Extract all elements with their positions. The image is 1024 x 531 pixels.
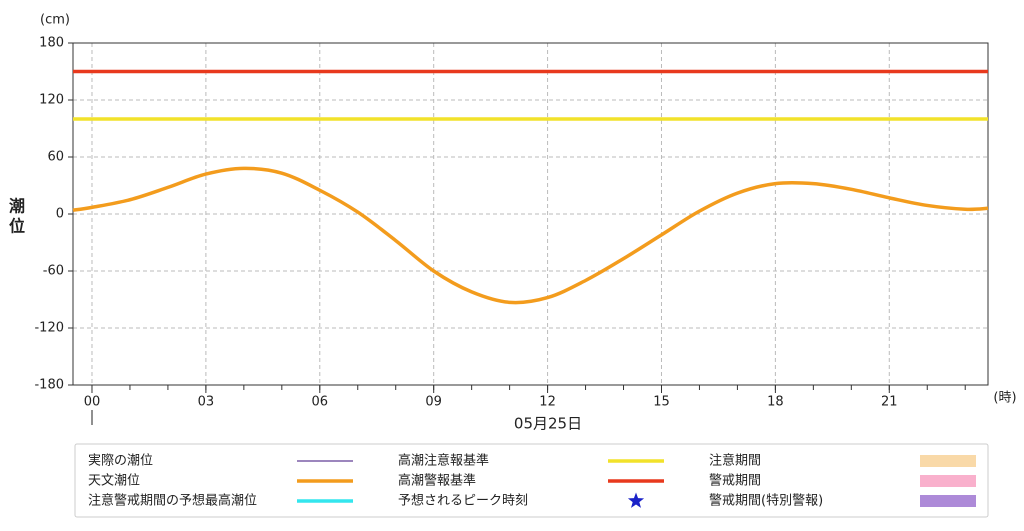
y-label-char: 位 (9, 217, 25, 236)
legend-label: 高潮注意報基準 (398, 453, 489, 469)
tide-line (72, 166, 989, 305)
y-label-char: 潮 (9, 197, 25, 216)
legend-box (74, 443, 989, 518)
legend-label: 予想されるピーク時刻 (398, 493, 528, 509)
legend-swatch (920, 495, 976, 507)
legend-swatch (920, 455, 976, 467)
legend-label: 天文潮位 (88, 474, 140, 489)
legend-label: 注意警戒期間の予想最高潮位 (88, 493, 257, 509)
legend-label: 高潮警報基準 (398, 473, 476, 489)
x-unit: (時) (993, 391, 1016, 406)
legend-label: 注意期間 (709, 453, 761, 469)
x-tick-label: 03 (198, 395, 215, 410)
legend-swatch (920, 475, 976, 487)
y-tick-label: -180 (34, 378, 64, 393)
legend-label: 警戒期間(特別警報) (709, 493, 823, 509)
x-tick-label: 00 (84, 395, 101, 410)
plot-frame (72, 42, 989, 386)
x-tick-label: 21 (881, 395, 898, 410)
x-tick-label: 09 (425, 395, 442, 410)
date-label: 05月25日 (514, 415, 582, 433)
y-label: 潮位 (9, 197, 25, 236)
x-tick-label: 15 (653, 395, 670, 410)
y-tick-label: 120 (39, 93, 64, 108)
x-tick-label: 06 (312, 395, 329, 410)
y-tick-label: 60 (47, 150, 64, 165)
x-tick-label: 18 (767, 395, 784, 410)
y-tick-label: 0 (56, 207, 64, 222)
legend-swatch (627, 492, 645, 508)
x-tick-label: 12 (539, 395, 556, 410)
y-tick-label: 180 (39, 36, 64, 51)
y-tick-label: -120 (34, 321, 64, 336)
y-unit: (cm) (40, 13, 70, 28)
y-tick-label: -60 (43, 264, 64, 279)
legend-label: 実際の潮位 (88, 453, 153, 469)
legend-label: 警戒期間 (709, 473, 761, 489)
